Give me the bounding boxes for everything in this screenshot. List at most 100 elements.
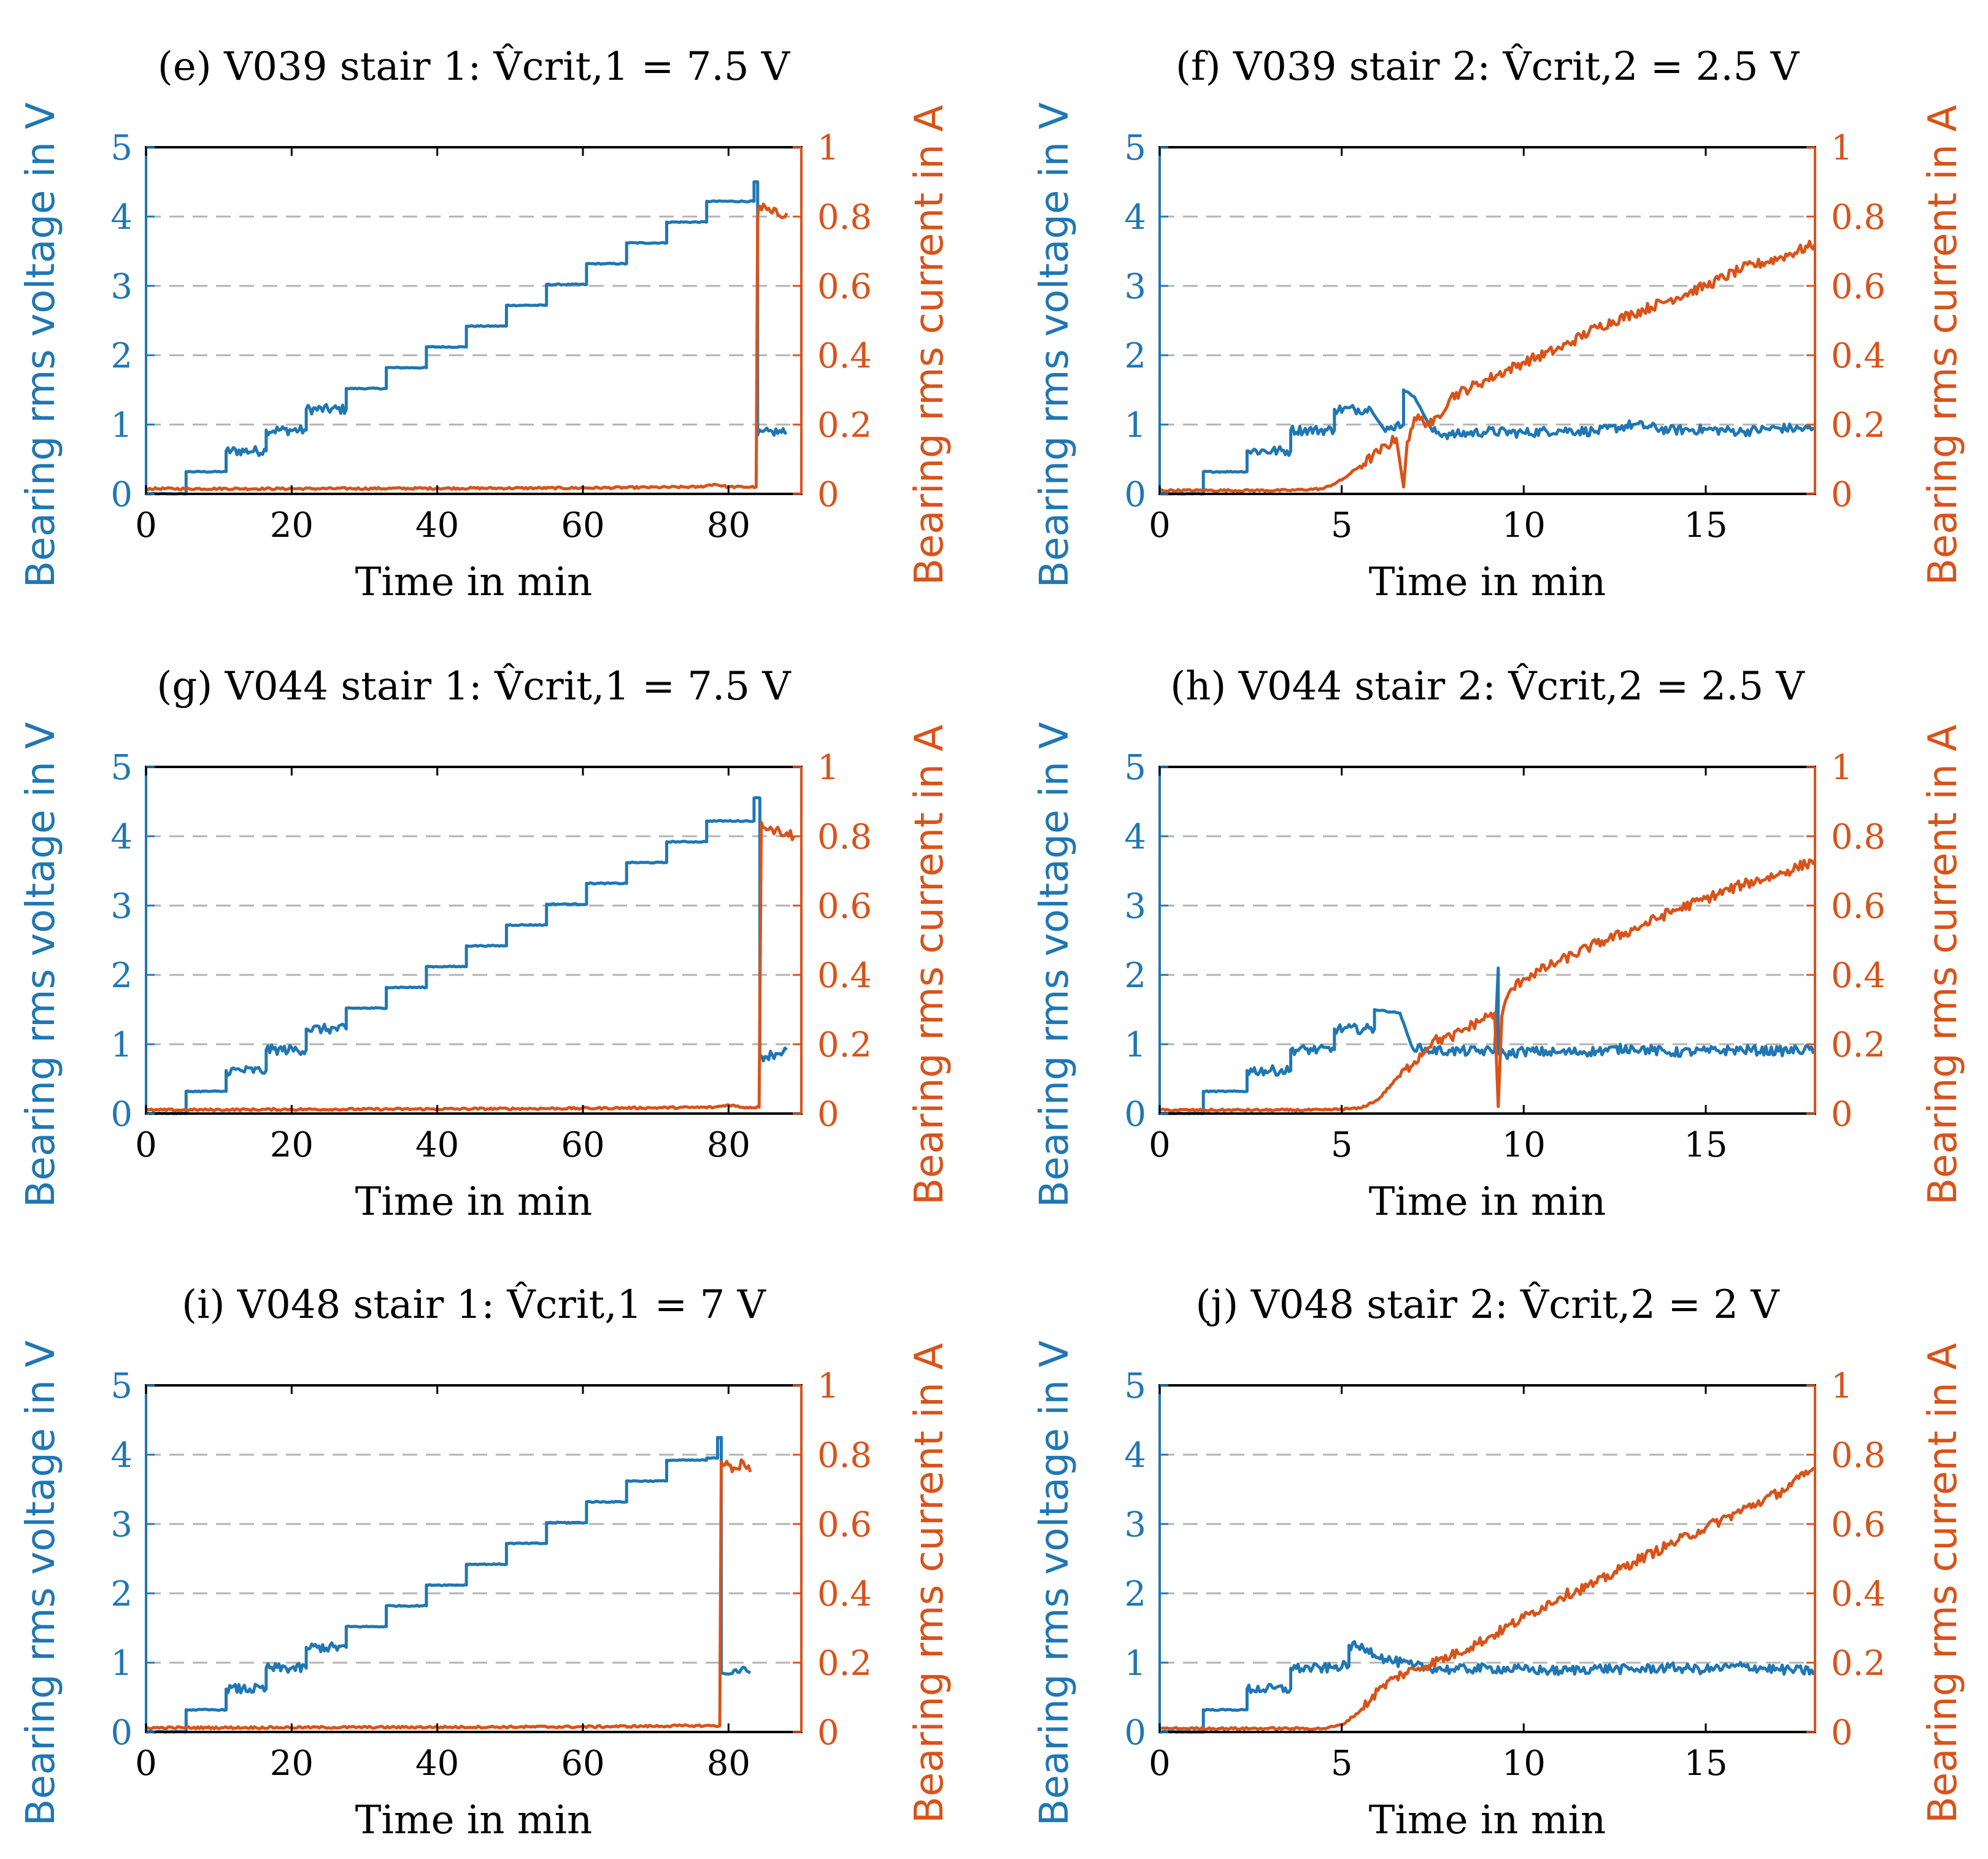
y-tick-label: 0	[110, 475, 133, 515]
y-right-tick-label: 1	[817, 1366, 839, 1406]
y-right-tick-label: 0.2	[817, 406, 872, 445]
chart-title: (j) V048 stair 2: V̂crit,2 = 2 V	[1195, 1282, 1780, 1328]
y-right-tick-label: 0.6	[817, 1505, 872, 1545]
y-tick-label: 1	[1124, 1644, 1146, 1684]
voltage-series-line	[146, 1436, 752, 1734]
x-axis-label: Time in min	[355, 560, 592, 605]
plot-frame	[1158, 1384, 1816, 1733]
y-tick-label: 5	[1124, 128, 1146, 168]
x-tick-label: 0	[1149, 1744, 1171, 1784]
x-tick-label: 10	[1502, 1125, 1546, 1165]
y-right-tick-label: 0.6	[1831, 1505, 1886, 1545]
y-tick-label: 2	[110, 336, 133, 376]
y-right-tick-label: 0	[1831, 475, 1853, 515]
plot-frame	[145, 1384, 803, 1733]
y-right-tick-label: 1	[817, 128, 839, 168]
chart-panel-3: (h) V044 stair 2: V̂crit,2 = 2.5 V 0 1 2 3 4 5…	[1032, 663, 1966, 1225]
x-tick-label: 10	[1502, 506, 1546, 545]
y-right-tick-label: 0.2	[1831, 1025, 1886, 1065]
x-axis-label: Time in min	[1369, 1798, 1606, 1843]
y-right-tick-label: 0.4	[1831, 336, 1886, 376]
y-right-axis-label: Bearing rms current in A	[1921, 725, 1966, 1205]
y-tick-label: 4	[110, 1436, 133, 1476]
y-right-axis-label: Bearing rms current in A	[1921, 105, 1966, 585]
x-tick-label: 0	[1149, 1125, 1171, 1165]
current-series-line	[1159, 239, 1817, 493]
y-tick-label: 3	[110, 1505, 133, 1545]
y-right-tick-label: 0	[817, 475, 839, 515]
y-tick-label: 0	[1124, 475, 1146, 515]
plot-frame	[145, 146, 803, 495]
x-tick-label: 20	[270, 506, 314, 545]
y-tick-label: 4	[1124, 817, 1146, 857]
y-right-tick-label: 0.6	[1831, 887, 1886, 926]
current-series-line	[145, 820, 796, 1112]
x-tick-label: 5	[1331, 1125, 1353, 1165]
y-tick-label: 0	[1124, 1713, 1146, 1753]
x-tick-label: 80	[707, 1744, 750, 1784]
y-right-tick-label: 0.6	[1831, 267, 1886, 307]
x-tick-label: 5	[1331, 506, 1353, 545]
y-right-tick-label: 0.2	[1831, 1644, 1886, 1684]
y-right-tick-label: 0.4	[817, 336, 872, 376]
y-tick-label: 2	[1124, 956, 1146, 996]
y-right-tick-label: 0.2	[817, 1644, 872, 1684]
chart-title: (e) V039 stair 1: V̂crit,1 = 7.5 V	[158, 44, 791, 90]
y-tick-label: 5	[1124, 748, 1146, 788]
x-tick-label: 60	[561, 1125, 604, 1165]
x-tick-label: 60	[561, 1744, 604, 1784]
plot-frame	[145, 766, 803, 1115]
y-tick-label: 0	[110, 1095, 133, 1134]
y-right-tick-label: 0.6	[817, 887, 872, 926]
x-tick-label: 10	[1502, 1744, 1546, 1784]
x-tick-label: 0	[135, 1744, 157, 1784]
y-right-tick-label: 1	[1831, 748, 1853, 788]
current-series-line	[145, 202, 788, 491]
x-tick-label: 80	[707, 1125, 750, 1165]
y-right-tick-label: 0.8	[817, 1436, 872, 1476]
x-axis-label: Time in min	[355, 1798, 592, 1843]
chart-panel-4: (i) V048 stair 1: V̂crit,1 = 7 V01234500…	[18, 1282, 952, 1843]
y-tick-label: 3	[1124, 1505, 1146, 1545]
y-right-tick-label: 0.8	[1831, 198, 1886, 237]
y-right-tick-label: 0.2	[1831, 406, 1886, 445]
y-tick-label: 5	[110, 748, 133, 788]
x-axis-label: Time in min	[355, 1179, 592, 1225]
x-tick-label: 0	[135, 506, 157, 545]
y-tick-label: 1	[110, 1644, 133, 1684]
x-tick-label: 80	[707, 506, 750, 545]
x-tick-label: 15	[1684, 1125, 1727, 1165]
chart-panel-5: (j) V048 stair 2: V̂crit,2 = 2 V01234500…	[1032, 1282, 1966, 1843]
x-tick-label: 60	[561, 506, 604, 545]
voltage-series-line	[145, 180, 787, 496]
chart-title: (h) V044 stair 2: V̂crit,2 = 2.5 V	[1170, 663, 1805, 709]
y-tick-label: 2	[1124, 1574, 1146, 1614]
y-right-tick-label: 0.6	[817, 267, 872, 307]
x-tick-label: 40	[415, 1125, 459, 1165]
chart-panel-0: (e) V039 stair 1: V̂crit,1 = 7.5 V 0 1 2 3 4 5…	[18, 44, 952, 605]
x-axis-label: Time in min	[1369, 1179, 1606, 1225]
y-right-tick-label: 0	[817, 1713, 839, 1753]
x-tick-label: 40	[415, 1744, 459, 1784]
y-tick-label: 0	[110, 1713, 133, 1753]
y-right-tick-label: 0	[1831, 1095, 1853, 1134]
y-right-tick-label: 0.2	[817, 1025, 872, 1065]
y-right-tick-label: 0.8	[817, 817, 872, 857]
chart-title: (g) V044 stair 1: V̂crit,1 = 7.5 V	[156, 663, 792, 709]
y-tick-label: 5	[110, 128, 133, 168]
y-right-axis-label: Bearing rms current in A	[907, 1343, 952, 1823]
voltage-series-line	[1159, 388, 1816, 496]
y-axis-label: Bearing rms voltage in V	[18, 1341, 64, 1826]
voltage-series-line	[145, 796, 788, 1115]
y-tick-label: 3	[110, 267, 133, 307]
chart-panel-1: (f) V039 stair 2: V̂crit,2 = 2.5 V 0 1 2 3 4 5…	[1032, 44, 1966, 605]
y-right-tick-label: 1	[1831, 1366, 1853, 1406]
y-tick-label: 3	[1124, 887, 1146, 926]
x-tick-label: 40	[415, 506, 459, 545]
y-axis-label: Bearing rms voltage in V	[1032, 1341, 1077, 1826]
voltage-series-line	[1160, 1640, 1817, 1734]
y-tick-label: 4	[110, 198, 133, 237]
chart-title: (i) V048 stair 1: V̂crit,1 = 7 V	[182, 1282, 767, 1328]
y-tick-label: 2	[110, 1574, 133, 1614]
